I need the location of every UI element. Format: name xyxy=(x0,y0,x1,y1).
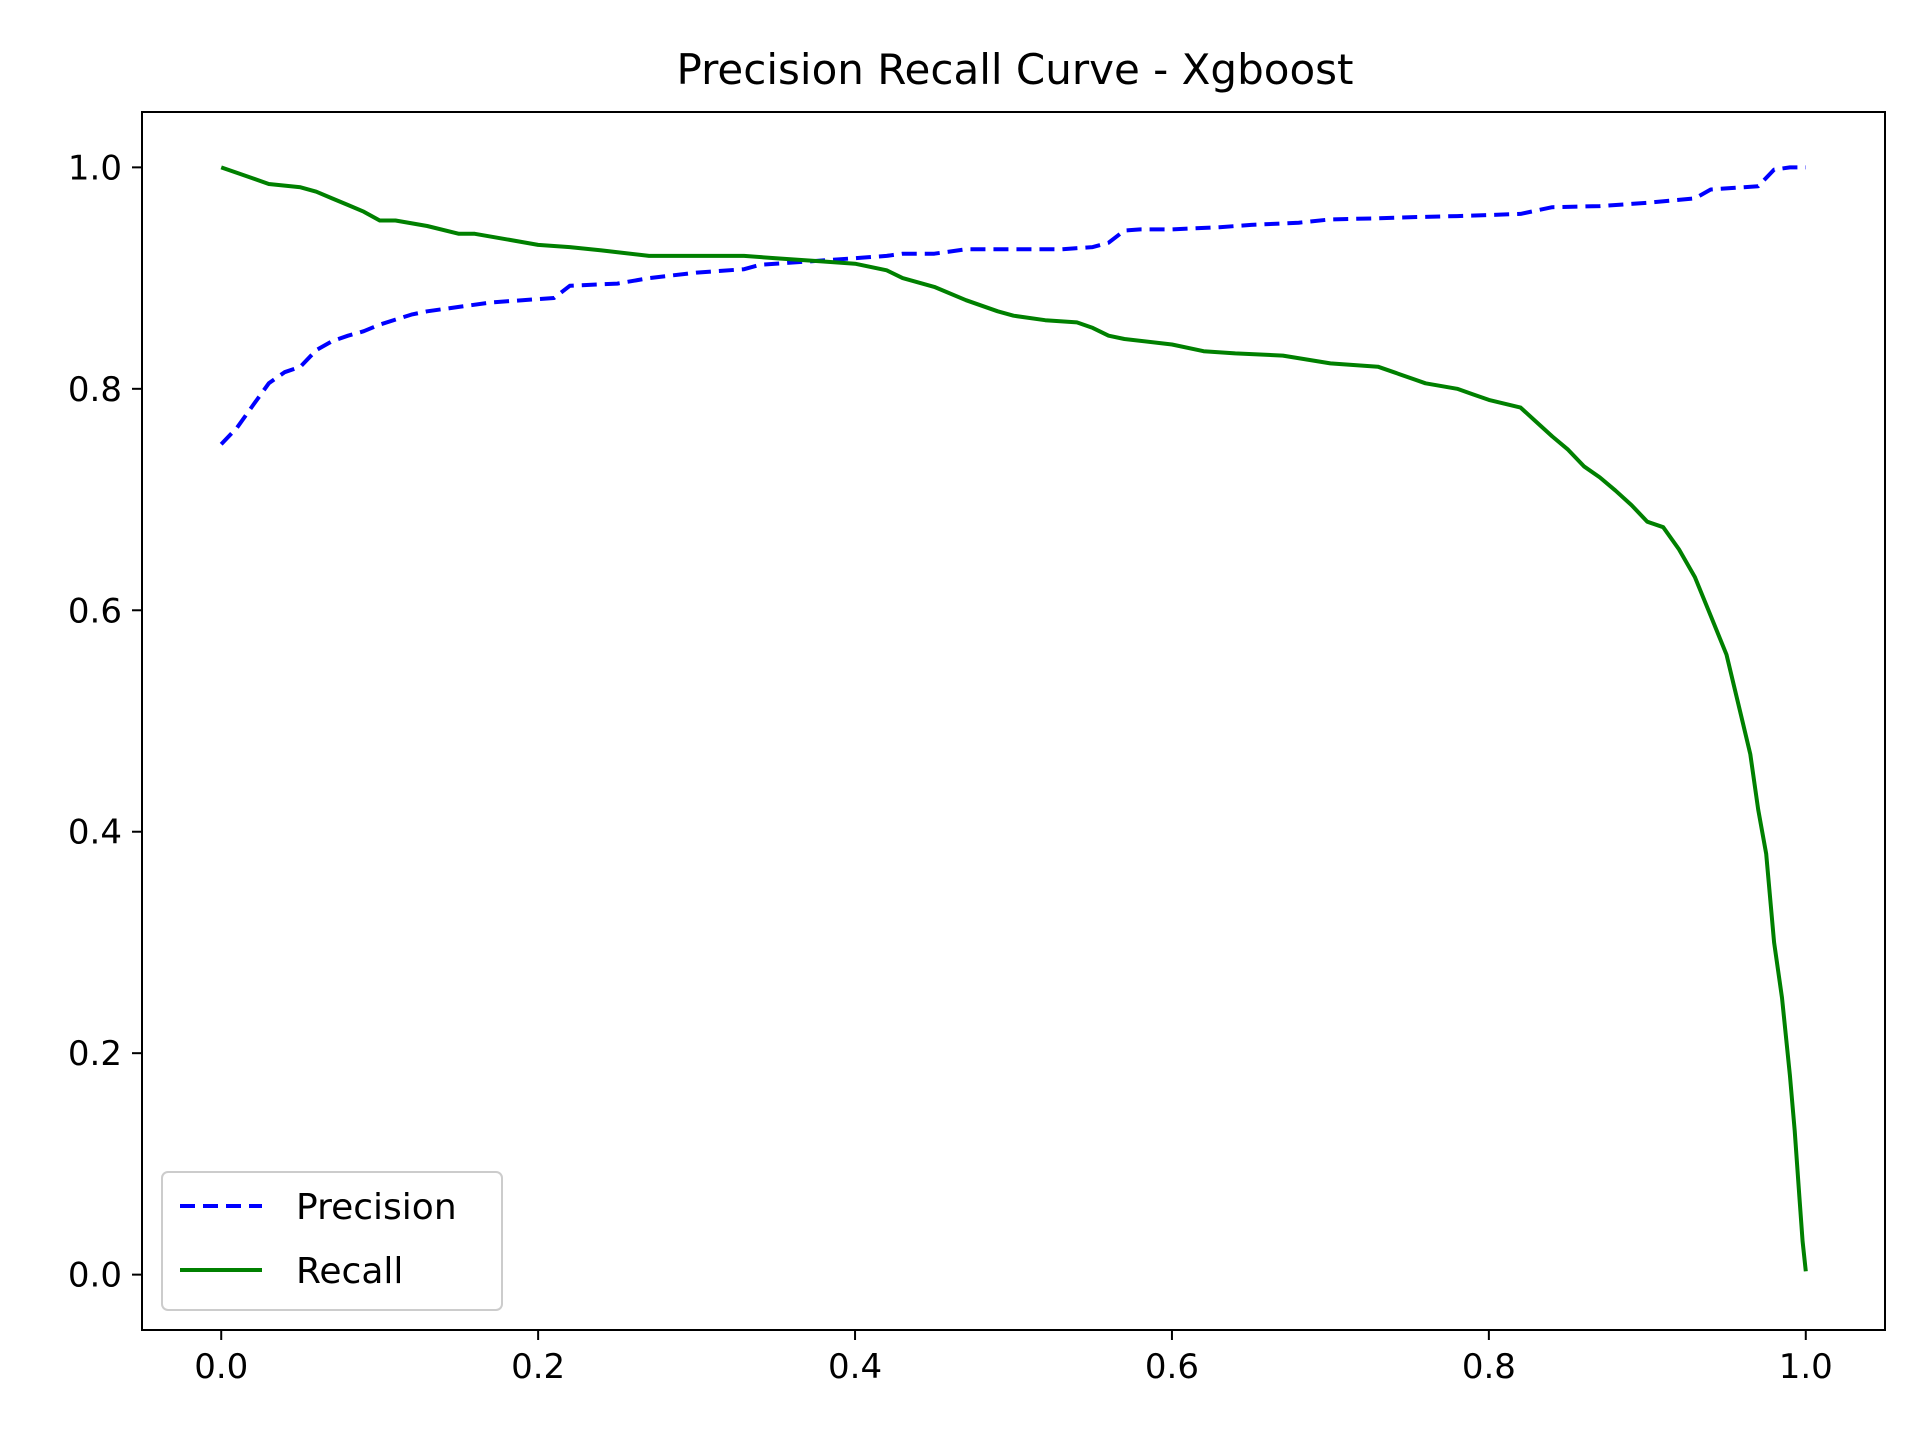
x-tick-label: 0.8 xyxy=(1462,1347,1516,1387)
y-tick-label: 0.4 xyxy=(68,813,122,853)
x-tick-label: 0.4 xyxy=(828,1347,882,1387)
chart-title: Precision Recall Curve - Xgboost xyxy=(676,45,1353,94)
series-line-recall xyxy=(220,165,1808,1272)
x-tick-label: 0.2 xyxy=(511,1347,565,1387)
y-tick-label: 0.0 xyxy=(68,1256,122,1296)
x-tick-label: 1.0 xyxy=(1779,1347,1833,1387)
legend: Precision Recall xyxy=(161,1171,503,1311)
axes-frame xyxy=(141,111,1886,1331)
x-tick-label: 0.6 xyxy=(1145,1347,1199,1387)
y-tick-label: 0.8 xyxy=(68,370,122,410)
legend-box xyxy=(161,1171,503,1311)
plot-area xyxy=(219,165,1808,1272)
y-tick-label: 0.6 xyxy=(68,591,122,631)
legend-precision-label: Precision xyxy=(296,1187,457,1228)
y-tick-label: 0.2 xyxy=(68,1034,122,1074)
legend-recall-label: Recall xyxy=(296,1251,403,1292)
x-tick-label: 0.0 xyxy=(194,1347,248,1387)
series-line-precision xyxy=(219,165,1806,446)
axes: 0.0 0.2 0.4 0.6 0.8 1.0 0.0 0.2 0.4 0.6 0.8 1.0 xyxy=(68,111,1886,1387)
y-tick-label: 1.0 xyxy=(68,148,122,188)
